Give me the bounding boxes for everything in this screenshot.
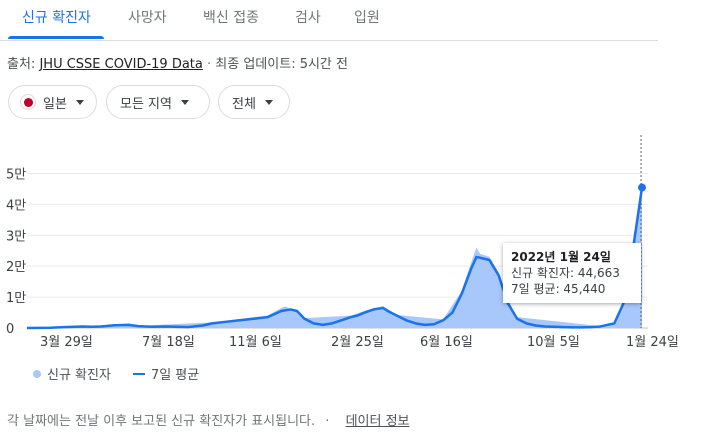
country-select[interactable]: 일본 xyxy=(8,85,97,119)
footer-separator: · xyxy=(325,414,330,429)
chart-tooltip: 2022년 1월 24일 신규 확진자: 44,663 7일 평균: 45,44… xyxy=(503,243,641,303)
y-tick-label: 3만 xyxy=(6,229,26,244)
source-separator: · xyxy=(207,57,212,72)
tab-deaths[interactable]: 사망자 xyxy=(128,10,167,26)
new-cases-area xyxy=(27,189,642,328)
source-prefix: 출처: xyxy=(7,57,36,72)
country-select-label: 일본 xyxy=(43,96,67,112)
tab-hospitalizations[interactable]: 입원 xyxy=(354,10,380,26)
tooltip-date: 2022년 1월 24일 xyxy=(511,250,611,264)
tooltip-average: 7일 평균: 45,440 xyxy=(511,282,606,296)
y-tick-label: 4만 xyxy=(6,198,26,213)
tab-vaccinations[interactable]: 백신 접종 xyxy=(203,10,259,26)
tab-new-cases[interactable]: 신규 확진자 xyxy=(22,10,91,26)
average-legend-swatch xyxy=(132,372,145,375)
tooltip-new-cases: 신규 확진자: 44,663 xyxy=(511,266,620,280)
data-info-link[interactable]: 데이터 정보 xyxy=(345,414,410,429)
period-select-label: 전체 xyxy=(232,96,256,112)
japan-flag-icon xyxy=(20,94,36,110)
x-tick-label: 11월 6일 xyxy=(229,335,282,350)
x-tick-label: 2월 25일 xyxy=(331,335,384,350)
last-updated: 최종 업데이트: 5시간 전 xyxy=(215,57,348,72)
chevron-down-icon xyxy=(75,99,84,105)
chart-legend: 신규 확진자 7일 평균 xyxy=(33,364,199,383)
x-tick-label: 10월 5일 xyxy=(527,335,580,350)
legend-new-cases: 신규 확진자 xyxy=(47,368,111,383)
y-tick-label: 0 xyxy=(6,322,14,337)
hover-point xyxy=(638,183,646,192)
region-select[interactable]: 모든 지역 xyxy=(106,85,210,119)
y-tick-label: 2만 xyxy=(6,260,26,275)
tab-tests[interactable]: 검사 xyxy=(295,10,321,26)
footer-note: 각 날짜에는 전날 이후 보고된 신규 확진자가 표시됩니다. · 데이터 정보 xyxy=(7,410,410,429)
active-tab-indicator xyxy=(8,36,104,39)
new-cases-legend-swatch xyxy=(33,369,41,378)
chevron-down-icon xyxy=(264,99,273,105)
period-select[interactable]: 전체 xyxy=(218,85,290,119)
cases-chart[interactable]: 0 1만 2만 3만 4만 5만 3월 29일 7월 18일 11월 6일 2월 25일 6월 16… xyxy=(0,125,701,355)
x-tick-label: 1월 24일 xyxy=(626,335,679,350)
y-tick-label: 5만 xyxy=(6,167,26,182)
y-tick-label: 1만 xyxy=(6,291,26,306)
region-select-label: 모든 지역 xyxy=(120,96,172,112)
legend-average: 7일 평균 xyxy=(150,368,200,383)
source-line: 출처: JHU CSSE COVID-19 Data · 최종 업데이트: 5시… xyxy=(7,53,348,72)
x-tick-label: 3월 29일 xyxy=(40,335,93,350)
x-tick-label: 6월 16일 xyxy=(420,335,473,350)
x-tick-label: 7월 18일 xyxy=(142,335,195,350)
tab-bar: 신규 확진자 사망자 백신 접종 검사 입원 xyxy=(0,0,658,41)
footer-text: 각 날짜에는 전날 이후 보고된 신규 확진자가 표시됩니다. xyxy=(7,414,316,429)
source-link[interactable]: JHU CSSE COVID-19 Data xyxy=(39,57,203,72)
seven-day-average-line xyxy=(26,187,644,330)
chevron-down-icon xyxy=(180,99,189,105)
